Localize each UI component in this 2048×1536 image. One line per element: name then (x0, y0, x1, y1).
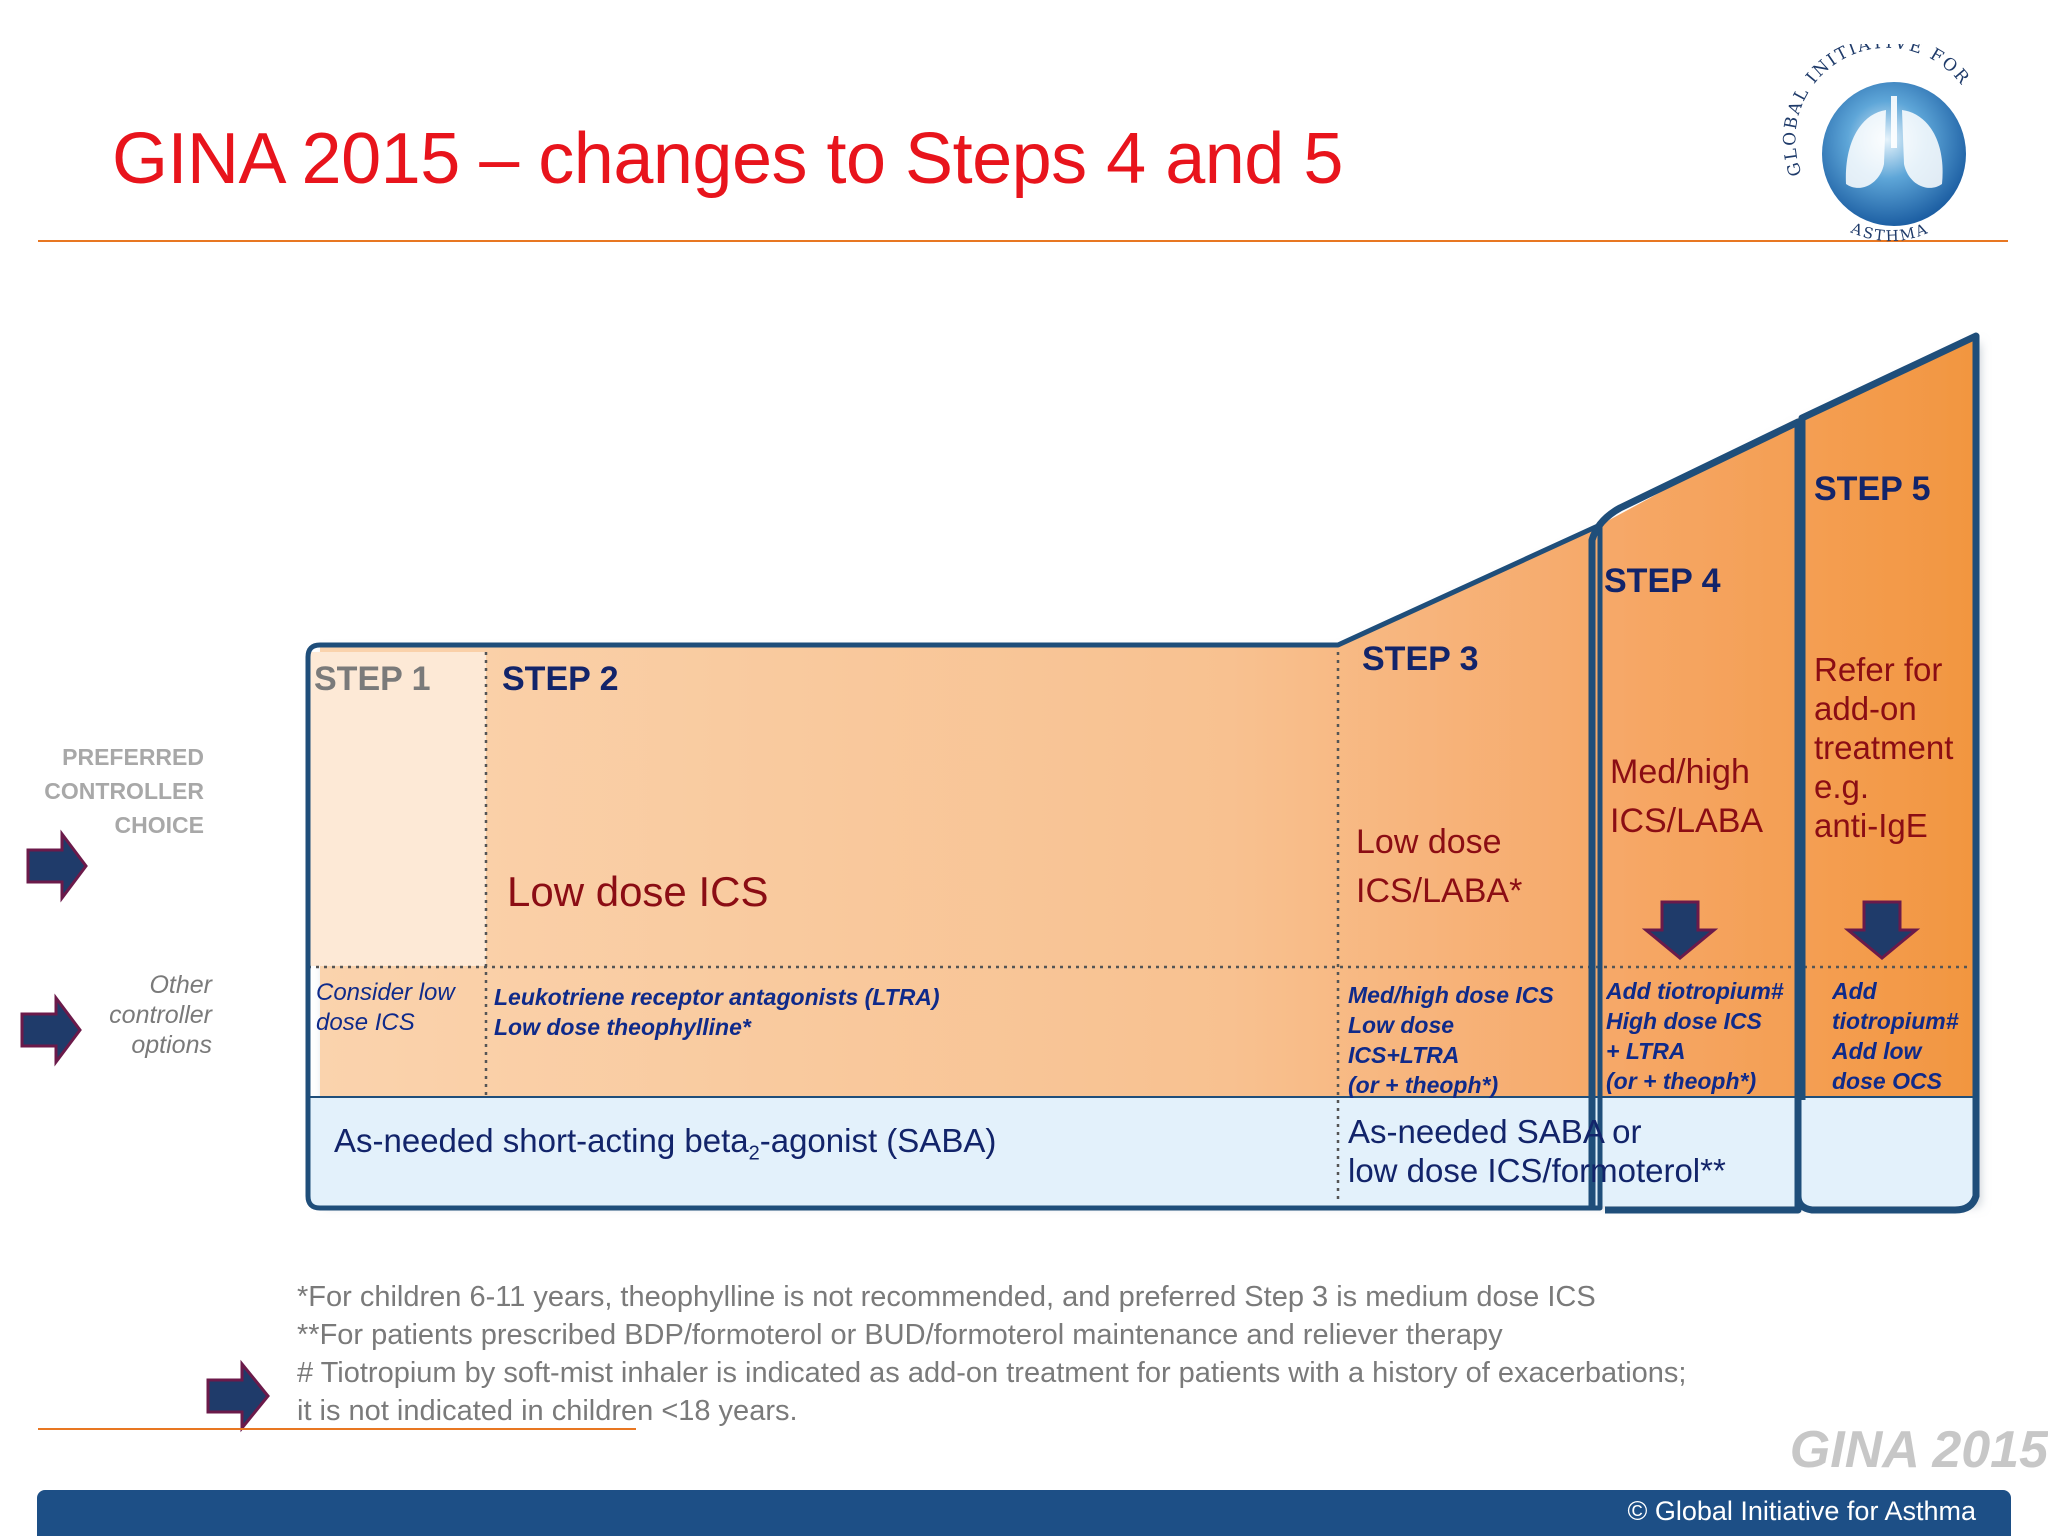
other-label-line-2: controller (109, 1001, 212, 1029)
step3-other-line-1: Med/high dose ICS (1348, 982, 1554, 1008)
step5-preferred-line-3: treatment (1814, 729, 1954, 766)
step5-label: STEP 5 (1814, 470, 1931, 508)
step3-preferred-line-1: Low dose (1356, 823, 1502, 861)
gina-logo: GLOBAL INITIATIVE FOR ASTHMA (1780, 44, 1972, 245)
step5-other-line-4: dose OCS (1832, 1068, 1942, 1094)
step5-down-arrow (1843, 900, 1921, 960)
other-row-arrow (20, 993, 82, 1067)
slide-title: GINA 2015 – changes to Steps 4 and 5 (112, 119, 1343, 199)
step4-preferred: Med/high ICS/LABA (1610, 748, 1763, 846)
step5-other-line-3: Add low (1832, 1038, 1922, 1064)
step3-other-line-2: Low dose (1348, 1012, 1455, 1038)
step5-other: Add tiotropium# Add low dose OCS (1832, 976, 1974, 1096)
preferred-label-line-1: PREFERRED (62, 744, 204, 770)
grid-dividers (308, 652, 1972, 1200)
reliever-left-subscript: 2 (748, 1142, 760, 1165)
preferred-label-line-3: CHOICE (114, 812, 204, 838)
step1-other: Consider low dose ICS (316, 978, 455, 1038)
step1-other-line-1: Consider low (316, 979, 455, 1006)
step3-preferred: Low dose ICS/LABA* (1356, 818, 1522, 916)
title-divider (38, 240, 2008, 242)
step4-other-line-3: + LTRA (1606, 1038, 1686, 1064)
step2-other-line-2: Low dose theophylline* (494, 1014, 751, 1040)
step2-other-line-1: Leukotriene receptor antagonists (LTRA) (494, 984, 940, 1010)
step4-outline (1588, 418, 1802, 1214)
footnote-3: # Tiotropium by soft-mist inhaler is ind… (297, 1357, 1687, 1389)
footnote-arrow (206, 1359, 270, 1433)
step4-preferred-line-1: Med/high (1610, 753, 1750, 791)
other-label-line-3: options (131, 1031, 212, 1059)
staircase-body (320, 336, 1976, 1200)
reliever-right-line-2: low dose ICS/formoterol** (1348, 1152, 1726, 1189)
step3-other-line-3: ICS+LTRA (1348, 1042, 1460, 1068)
preferred-controller-label: PREFERRED CONTROLLER CHOICE (20, 740, 204, 842)
reliever-band (308, 1097, 1974, 1206)
footnote-divider (38, 1428, 636, 1430)
preferred-row-arrow (26, 829, 88, 903)
step2-other: Leukotriene receptor antagonists (LTRA) … (494, 982, 940, 1042)
step2-label: STEP 2 (502, 660, 619, 698)
step2-preferred: Low dose ICS (507, 868, 769, 915)
reliever-left-suffix: -agonist (SABA) (759, 1122, 997, 1159)
step3-preferred-line-2: ICS/LABA* (1356, 872, 1523, 910)
step3-other-line-4: (or + theoph*) (1348, 1072, 1499, 1098)
step5-preferred-line-5: anti-IgE (1814, 807, 1928, 844)
step1-label: STEP 1 (314, 660, 431, 698)
step4-down-arrow (1641, 900, 1719, 960)
preferred-label-line-2: CONTROLLER (44, 778, 204, 804)
step3-other: Med/high dose ICS Low dose ICS+LTRA (or … (1348, 980, 1554, 1100)
step4-other-line-1: Add tiotropium# (1606, 978, 1784, 1004)
reliever-right-line-1: As-needed SABA or (1348, 1113, 1642, 1150)
bottom-bar: © Global Initiative for Asthma (37, 1490, 2011, 1536)
other-controller-label: Other controller options (20, 970, 212, 1060)
step5-preferred-line-2: add-on (1814, 690, 1917, 727)
staircase-outline (305, 522, 1603, 1211)
step5-preferred-line-4: e.g. (1814, 768, 1870, 805)
step5-preferred: Refer for add-on treatment e.g. anti-IgE (1814, 650, 1953, 845)
step5-other-line-2: tiotropium# (1832, 1008, 1959, 1034)
step5-other-line-1: Add (1832, 978, 1877, 1004)
reliever-left-prefix: As-needed short-acting beta (334, 1122, 749, 1159)
footnotes: *For children 6-11 years, theophylline i… (297, 1278, 1686, 1430)
step5-outline (1794, 332, 1980, 1214)
reliever-right: As-needed SABA or low dose ICS/formotero… (1348, 1112, 1726, 1190)
step4-other-line-2: High dose ICS (1606, 1008, 1762, 1034)
step4-other: Add tiotropium# High dose ICS + LTRA (or… (1606, 976, 1794, 1096)
reliever-left: As-needed short-acting beta2-agonist (SA… (334, 1122, 996, 1166)
step5-preferred-line-1: Refer for (1814, 651, 1943, 688)
step1-other-line-2: dose ICS (316, 1009, 415, 1036)
step4-preferred-line-2: ICS/LABA (1610, 802, 1764, 840)
other-label-line-1: Other (149, 971, 212, 999)
copyright-text: © Global Initiative for Asthma (1627, 1496, 1976, 1526)
footnote-2: **For patients prescribed BDP/formoterol… (297, 1319, 1503, 1351)
step3-label: STEP 3 (1362, 640, 1479, 678)
footnote-4: it is not indicated in children <18 year… (297, 1395, 798, 1427)
footnote-1: *For children 6-11 years, theophylline i… (297, 1281, 1596, 1313)
gina-watermark: GINA 2015 (1789, 1421, 2048, 1479)
step4-other-line-4: (or + theoph*) (1606, 1068, 1757, 1094)
step1-column (308, 652, 486, 966)
step4-label: STEP 4 (1604, 562, 1721, 600)
